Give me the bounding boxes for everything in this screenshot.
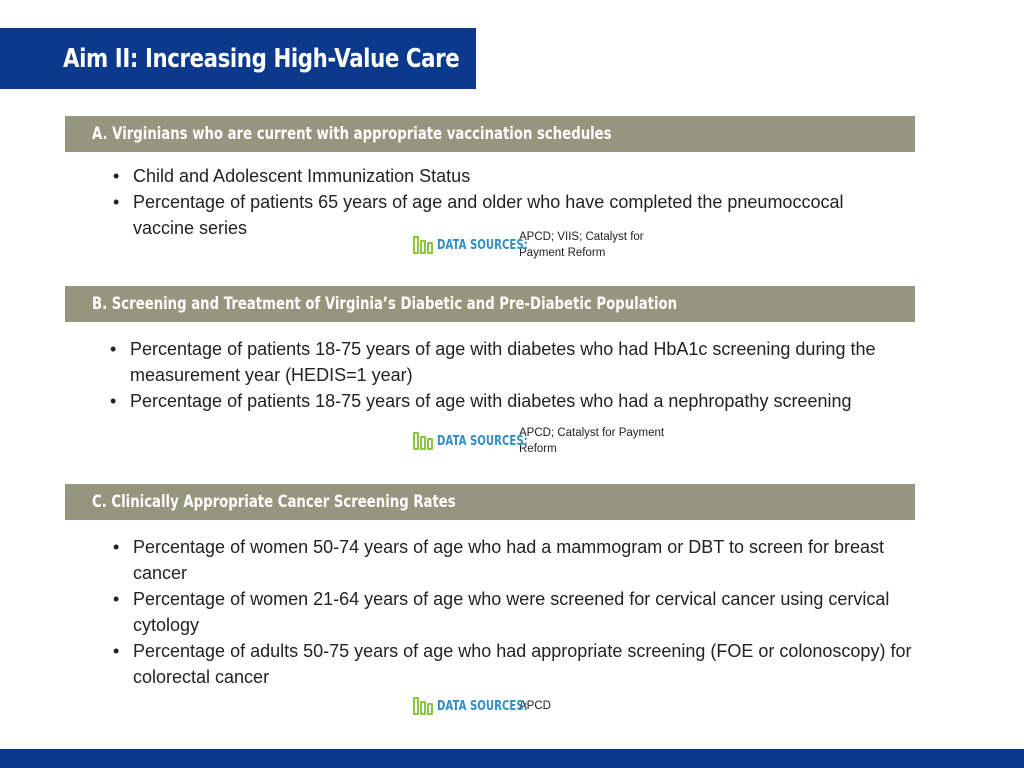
list-item: Percentage of adults 50-75 years of age … (113, 638, 923, 690)
data-sources-text: APCD; Catalyst for Payment Reform (519, 427, 665, 455)
data-sources-text: APCD (519, 700, 551, 712)
section-b-data-sources: DATA SOURCES: APCD; Catalyst for Payment… (413, 425, 669, 457)
list-item: Percentage of patients 65 years of age a… (113, 189, 873, 241)
section-header-c-label: C. Clinically Appropriate Cancer Screeni… (92, 492, 456, 512)
data-sources-text: APCD; VIIS; Catalyst for Payment Reform (519, 231, 644, 259)
section-c-data-sources: DATA SOURCES: APCD (413, 697, 669, 715)
bar-chart-icon (413, 432, 434, 450)
footer-bar (0, 749, 1024, 768)
section-a-bullets: Child and Adolescent Immunization Status… (113, 163, 873, 241)
section-header-b: B. Screening and Treatment of Virginia’s… (65, 286, 915, 322)
section-c-bullets: Percentage of women 50-74 years of age w… (113, 534, 923, 690)
section-header-c: C. Clinically Appropriate Cancer Screeni… (65, 484, 915, 520)
data-sources-label: DATA SOURCES: (437, 433, 528, 449)
bar-chart-icon (413, 697, 434, 715)
list-item: Child and Adolescent Immunization Status (113, 163, 873, 189)
page-title: Aim II: Increasing High-Value Care (63, 43, 460, 74)
section-a-data-sources: DATA SOURCES: APCD; VIIS; Catalyst for P… (413, 229, 669, 261)
list-item: Percentage of women 21-64 years of age w… (113, 586, 923, 638)
list-item: Percentage of women 50-74 years of age w… (113, 534, 923, 586)
list-item: Percentage of patients 18-75 years of ag… (110, 388, 900, 414)
section-header-b-label: B. Screening and Treatment of Virginia’s… (92, 294, 678, 314)
section-header-a-label: A. Virginians who are current with appro… (92, 124, 612, 144)
list-item: Percentage of patients 18-75 years of ag… (110, 336, 900, 388)
data-sources-label: DATA SOURCES: (437, 237, 528, 253)
data-sources-label: DATA SOURCES: (437, 698, 528, 714)
section-b-bullets: Percentage of patients 18-75 years of ag… (110, 336, 900, 414)
title-bar: Aim II: Increasing High-Value Care (0, 28, 476, 89)
bar-chart-icon (413, 236, 434, 254)
section-header-a: A. Virginians who are current with appro… (65, 116, 915, 152)
